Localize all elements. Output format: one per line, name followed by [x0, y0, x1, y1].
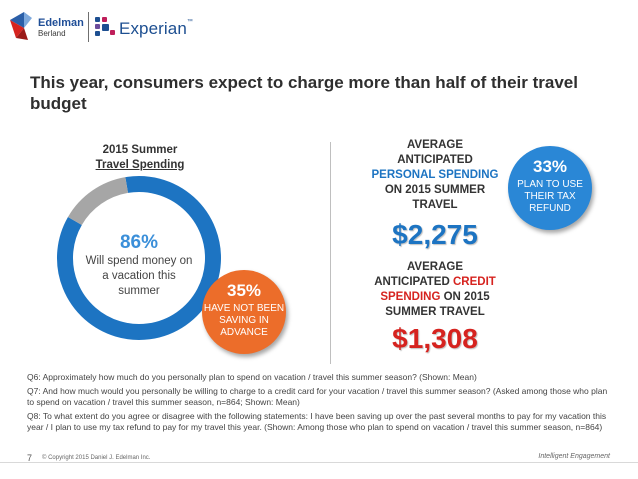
- personal-spending-amount: $2,275: [392, 219, 478, 250]
- edelman-name: Edelman: [38, 17, 84, 29]
- edelman-mark-icon: [10, 12, 32, 40]
- credit-spending-amount: $1,308: [392, 323, 478, 354]
- vertical-divider: [330, 142, 331, 364]
- footnote-q8: Q8: To what extent do you agree or disag…: [27, 411, 607, 432]
- footnote-q7: Q7: And how much would you personally be…: [27, 386, 608, 407]
- personal-line4: TRAVEL: [412, 199, 458, 211]
- footer-divider: [0, 462, 638, 463]
- donut-slice-other: [67, 177, 129, 226]
- personal-line1: AVERAGE: [406, 139, 464, 151]
- experian-trademark: ™: [186, 19, 193, 25]
- donut-title-line2: Travel Spending: [95, 159, 185, 171]
- credit-spending-label: AVERAGE ANTICIPATED CREDIT SPENDING ON 2…: [360, 260, 510, 320]
- donut-percent-label: 86%: [119, 232, 159, 253]
- donut-description: Will spend money on a vacation this summ…: [85, 255, 193, 297]
- personal-line3: ON 2015 SUMMER: [384, 184, 486, 196]
- credit-line3: SPENDING ON 2015: [360, 290, 510, 305]
- credit-highlight2: SPENDING: [380, 291, 441, 303]
- experian-logo: Experian™: [94, 10, 193, 44]
- credit-highlight1: CREDIT: [452, 276, 496, 288]
- not-saving-text: HAVE NOT BEEN SAVING IN ADVANCE: [203, 303, 285, 338]
- credit-line3-text: ON 2015: [440, 291, 490, 303]
- credit-line4: SUMMER TRAVEL: [385, 306, 485, 318]
- edelman-sub: Berland: [38, 29, 66, 38]
- donut-title: 2015 Summer Travel Spending: [82, 143, 198, 173]
- footnote-q6: Q6: Approximately how much do you person…: [27, 372, 477, 382]
- personal-spending-label: AVERAGE ANTICIPATED PERSONAL SPENDING ON…: [360, 138, 510, 213]
- page-number: 7: [27, 453, 33, 463]
- tax-refund-callout: 33% PLAN TO USE THEIR TAX REFUND: [508, 146, 592, 230]
- donut-slice-spend: [57, 176, 221, 340]
- credit-line1: AVERAGE: [406, 261, 464, 273]
- not-saving-callout: 35% HAVE NOT BEEN SAVING IN ADVANCE: [202, 270, 286, 354]
- experian-dots-icon: [95, 17, 115, 36]
- credit-line2: ANTICIPATED CREDIT: [360, 275, 510, 290]
- donut-title-line1: 2015 Summer: [102, 144, 178, 156]
- page-title: This year, consumers expect to charge mo…: [30, 73, 578, 113]
- footnotes: Q6: Approximately how much do you person…: [27, 372, 615, 436]
- personal-line2: ANTICIPATED: [397, 154, 473, 166]
- tax-refund-text: PLAN TO USE THEIR TAX REFUND: [517, 179, 583, 214]
- personal-highlight: PERSONAL SPENDING: [371, 169, 499, 181]
- edelman-berland-logo: Edelman Berland: [10, 10, 84, 44]
- credit-line2-text: ANTICIPATED: [374, 276, 453, 288]
- not-saving-percent: 35%: [226, 281, 262, 300]
- copyright: © Copyright 2015 Daniel J. Edelman Inc.: [42, 455, 151, 461]
- logo-divider: [88, 12, 89, 42]
- tax-refund-percent: 33%: [532, 157, 568, 176]
- donut-chart: [57, 176, 221, 340]
- donut-center-label: 86% Will spend money on a vacation this …: [84, 232, 194, 299]
- experian-name: Experian: [119, 19, 187, 38]
- footer-brand: Intelligent Engagement: [538, 453, 610, 460]
